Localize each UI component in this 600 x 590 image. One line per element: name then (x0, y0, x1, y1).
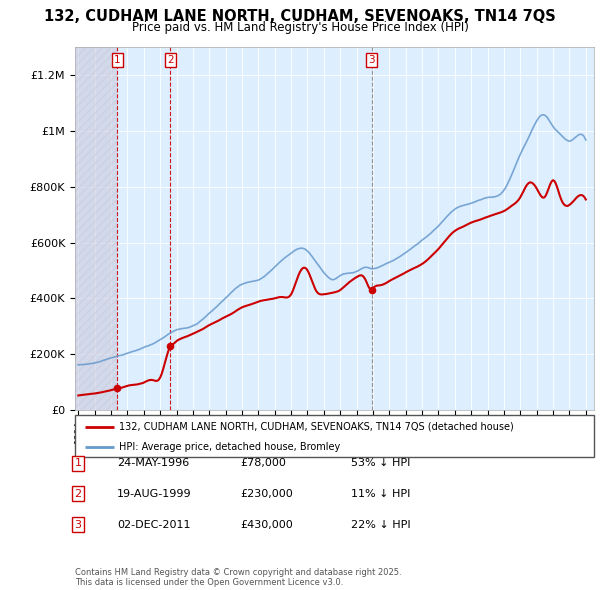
Text: 53% ↓ HPI: 53% ↓ HPI (351, 458, 410, 468)
Text: £430,000: £430,000 (240, 520, 293, 529)
Text: £230,000: £230,000 (240, 489, 293, 499)
Text: 1: 1 (74, 458, 82, 468)
Text: 3: 3 (74, 520, 82, 529)
Text: 132, CUDHAM LANE NORTH, CUDHAM, SEVENOAKS, TN14 7QS (detached house): 132, CUDHAM LANE NORTH, CUDHAM, SEVENOAK… (119, 422, 514, 432)
Bar (75, 47, 118, 410)
Text: 02-DEC-2011: 02-DEC-2011 (117, 520, 191, 529)
Text: Contains HM Land Registry data © Crown copyright and database right 2025.
This d: Contains HM Land Registry data © Crown c… (75, 568, 401, 587)
Text: 1: 1 (114, 55, 121, 65)
Text: Price paid vs. HM Land Registry's House Price Index (HPI): Price paid vs. HM Land Registry's House … (131, 21, 469, 34)
Text: 132, CUDHAM LANE NORTH, CUDHAM, SEVENOAKS, TN14 7QS: 132, CUDHAM LANE NORTH, CUDHAM, SEVENOAK… (44, 9, 556, 24)
Text: £78,000: £78,000 (240, 458, 286, 468)
Text: 11% ↓ HPI: 11% ↓ HPI (351, 489, 410, 499)
Text: 2: 2 (167, 55, 174, 65)
Text: HPI: Average price, detached house, Bromley: HPI: Average price, detached house, Brom… (119, 442, 340, 451)
Text: 2: 2 (74, 489, 82, 499)
Text: 19-AUG-1999: 19-AUG-1999 (117, 489, 191, 499)
Text: 24-MAY-1996: 24-MAY-1996 (117, 458, 189, 468)
Text: 22% ↓ HPI: 22% ↓ HPI (351, 520, 410, 529)
Text: 3: 3 (368, 55, 375, 65)
FancyBboxPatch shape (75, 415, 594, 457)
